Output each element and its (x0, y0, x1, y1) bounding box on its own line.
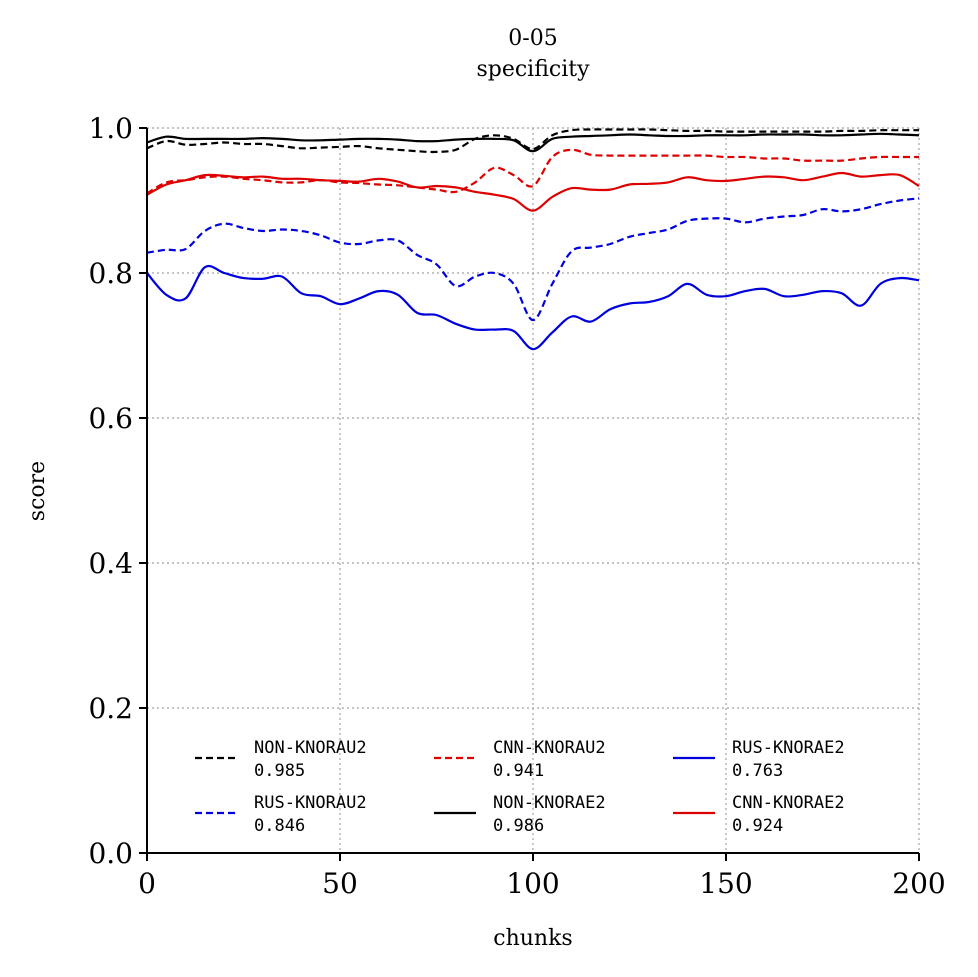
legend-value: 0.846 (254, 816, 305, 836)
series-lines (146, 128, 920, 351)
x-tick-label: 100 (506, 867, 559, 900)
x-axis-label: chunks (493, 926, 572, 951)
chart-subtitle: specificity (476, 57, 590, 82)
legend-label: CNN-KNORAU2 (493, 738, 606, 758)
tick-labels: 0 50 100 150 200 0.0 0.2 0.4 0.6 0.8 1.0 (88, 112, 945, 900)
y-tick-label: 0.0 (88, 837, 133, 870)
series-line-cnn-knorau2 (146, 148, 919, 195)
series-line-cnn-knorae2 (146, 171, 920, 212)
y-tick-label: 0.2 (88, 692, 133, 725)
legend: NON-KNORAU2 0.985 RUS-KNORAU2 0.846 CNN-KNOR… (195, 738, 845, 836)
legend-value: 0.985 (254, 761, 305, 781)
x-tick-label: 200 (892, 867, 945, 900)
legend-value: 0.924 (732, 816, 783, 836)
y-axis-label: score (25, 461, 50, 521)
y-tick-label: 0.8 (88, 257, 133, 290)
x-tick-label: 50 (322, 867, 358, 900)
legend-label: CNN-KNORAE2 (732, 793, 845, 813)
series-line-rus-knorae2 (146, 264, 920, 351)
series-line-rus-knorau2 (146, 197, 920, 322)
y-tick-label: 0.4 (88, 547, 133, 580)
chart-title: 0-05 (508, 26, 557, 51)
x-tick-label: 0 (138, 867, 156, 900)
gridlines (147, 127, 920, 853)
x-tick-label: 150 (699, 867, 752, 900)
y-tick-label: 0.6 (88, 402, 133, 435)
y-tick-label: 1.0 (88, 112, 133, 145)
legend-value: 0.763 (732, 761, 783, 781)
legend-label: RUS-KNORAE2 (732, 738, 845, 758)
legend-value: 0.986 (493, 816, 544, 836)
series-line-non-knorae2 (146, 132, 920, 153)
legend-label: NON-KNORAU2 (254, 738, 367, 758)
legend-label: NON-KNORAE2 (493, 793, 606, 813)
legend-label: RUS-KNORAU2 (254, 793, 367, 813)
legend-value: 0.941 (493, 761, 544, 781)
